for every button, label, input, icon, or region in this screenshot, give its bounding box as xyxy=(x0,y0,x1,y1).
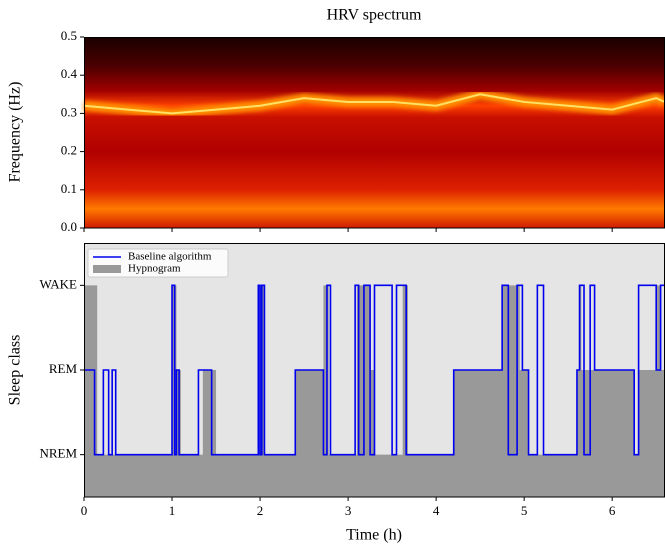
y-axis-label: Frequency (Hz) xyxy=(7,82,24,183)
x-axis-label: Time (h) xyxy=(346,527,402,544)
legend-label: Hypnogram xyxy=(128,263,181,275)
y-tick-label: 0.0 xyxy=(61,219,77,234)
chart-title: HRV spectrum xyxy=(327,7,422,24)
y-tick-label: 0.2 xyxy=(61,143,77,158)
x-tick-label: 4 xyxy=(433,503,440,518)
legend-label: Baseline algorithm xyxy=(128,251,212,263)
y-tick-label: 0.1 xyxy=(61,181,77,196)
y-tick-label: WAKE xyxy=(39,276,77,291)
y-tick-label: REM xyxy=(49,361,78,376)
step-line xyxy=(84,284,665,456)
legend-swatch xyxy=(93,265,121,273)
spectrum-background xyxy=(84,37,665,228)
y-axis-label: Sleep class xyxy=(7,335,24,406)
y-tick-label: 0.3 xyxy=(61,104,77,119)
plot-layer xyxy=(83,89,665,497)
x-tick-label: 3 xyxy=(345,503,352,518)
y-tick-label: NREM xyxy=(39,446,77,461)
x-tick-label: 6 xyxy=(609,503,616,518)
x-tick-label: 5 xyxy=(521,503,528,518)
y-tick-label: 0.4 xyxy=(61,66,78,81)
legend-box xyxy=(87,248,229,278)
y-tick-label: 0.5 xyxy=(61,28,77,43)
spectrum-ridge xyxy=(83,93,665,115)
x-tick-label: 1 xyxy=(169,503,176,518)
x-tick-label: 2 xyxy=(257,503,264,518)
x-tick-label: 0 xyxy=(81,503,88,518)
